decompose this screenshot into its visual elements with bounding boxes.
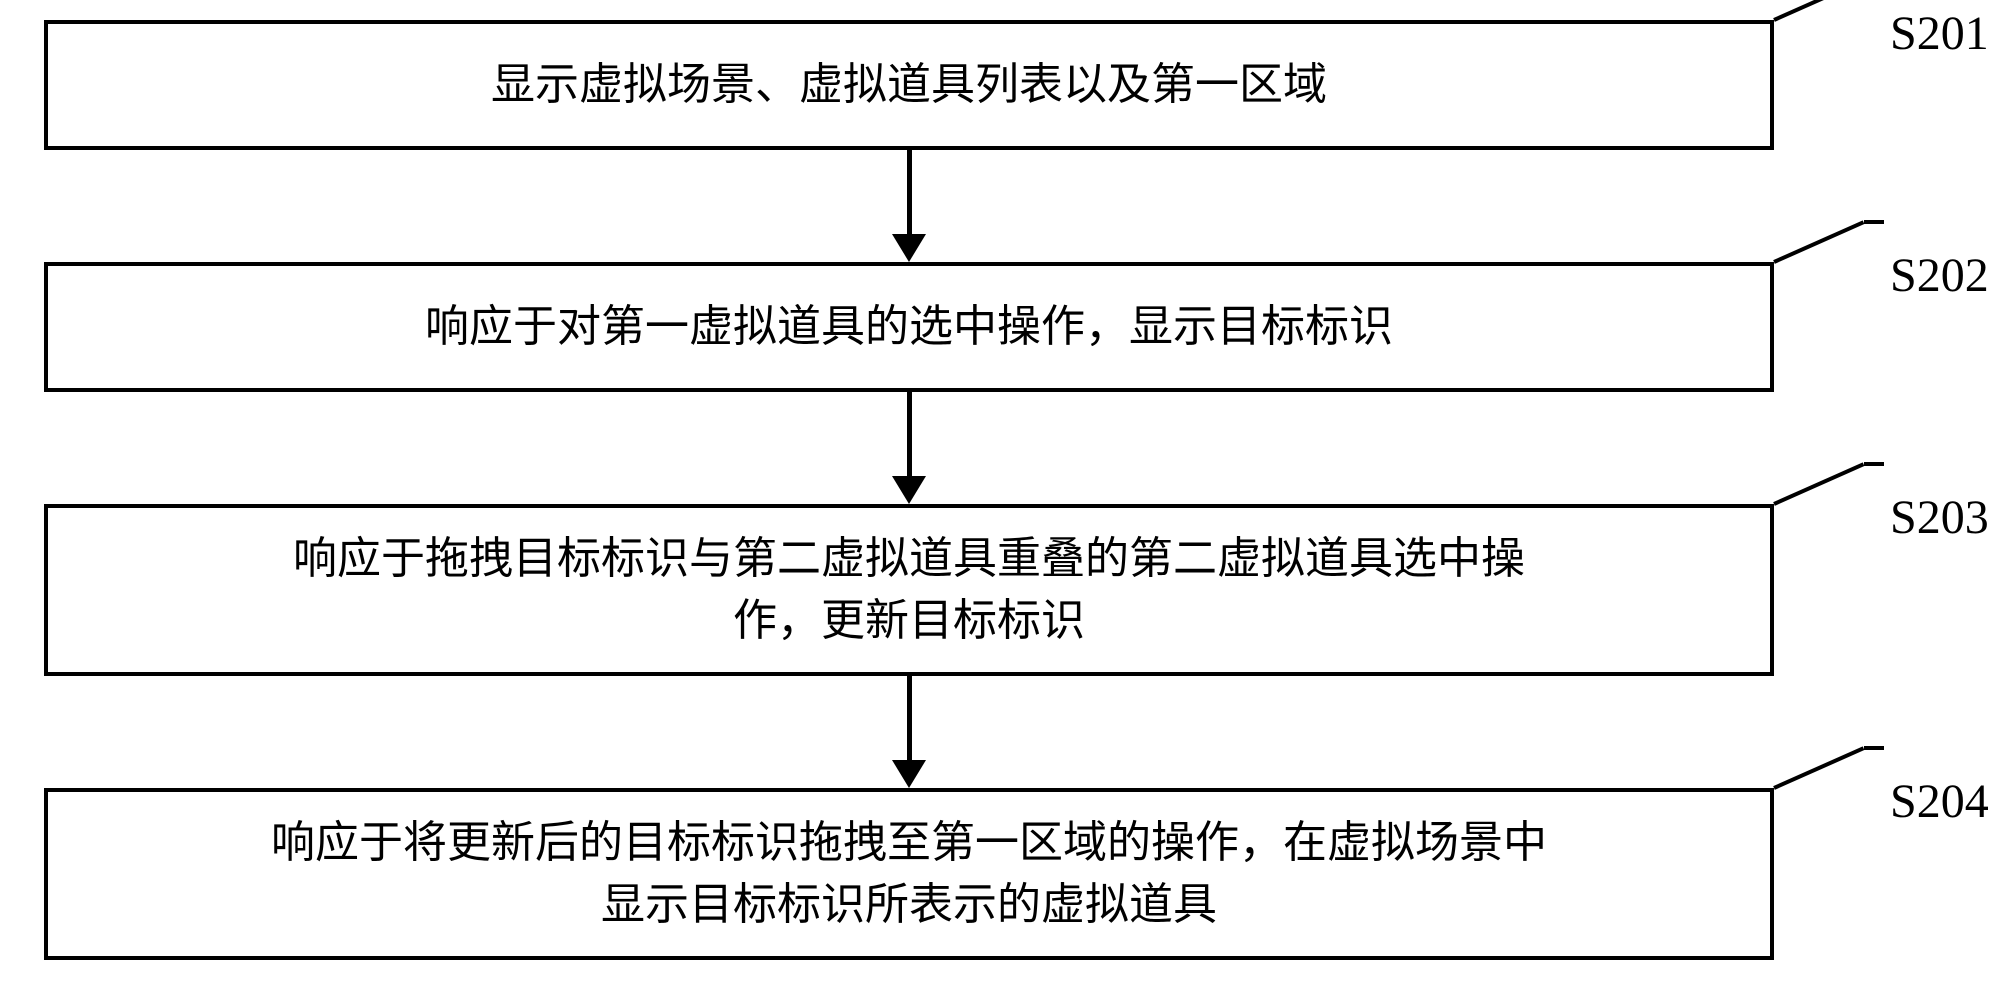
step-text: 显示虚拟场景、虚拟道具列表以及第一区域	[491, 54, 1327, 116]
step-text: 响应于对第一虚拟道具的选中操作，显示目标标识	[425, 296, 1393, 358]
step-text: 响应于将更新后的目标标识拖拽至第一区域的操作，在虚拟场景中显示目标标识所表示的虚…	[271, 812, 1547, 935]
arrow-shaft	[907, 676, 912, 762]
flowchart-step-s201: 显示虚拟场景、虚拟道具列表以及第一区域	[44, 20, 1774, 150]
flowchart-canvas: 显示虚拟场景、虚拟道具列表以及第一区域 S201 响应于对第一虚拟道具的选中操作，显…	[0, 0, 1994, 1001]
flowchart-step-s202: 响应于对第一虚拟道具的选中操作，显示目标标识	[44, 262, 1774, 392]
arrow-head-icon	[892, 476, 926, 504]
arrow-shaft	[907, 150, 912, 236]
leader-line	[1864, 462, 1884, 466]
leader-line	[1773, 0, 1865, 22]
step-text: 响应于拖拽目标标识与第二虚拟道具重叠的第二虚拟道具选中操作，更新目标标识	[293, 528, 1525, 651]
leader-line	[1864, 220, 1884, 224]
step-label-s204: S204	[1890, 774, 1989, 829]
flowchart-step-s203: 响应于拖拽目标标识与第二虚拟道具重叠的第二虚拟道具选中操作，更新目标标识	[44, 504, 1774, 676]
step-label-s201: S201	[1890, 6, 1989, 61]
leader-line	[1864, 746, 1884, 750]
leader-line	[1773, 746, 1865, 790]
leader-line	[1773, 220, 1865, 264]
leader-line	[1773, 462, 1865, 506]
arrow-shaft	[907, 392, 912, 478]
flowchart-step-s204: 响应于将更新后的目标标识拖拽至第一区域的操作，在虚拟场景中显示目标标识所表示的虚…	[44, 788, 1774, 960]
arrow-head-icon	[892, 760, 926, 788]
arrow-head-icon	[892, 234, 926, 262]
step-label-s203: S203	[1890, 490, 1989, 545]
step-label-s202: S202	[1890, 248, 1989, 303]
